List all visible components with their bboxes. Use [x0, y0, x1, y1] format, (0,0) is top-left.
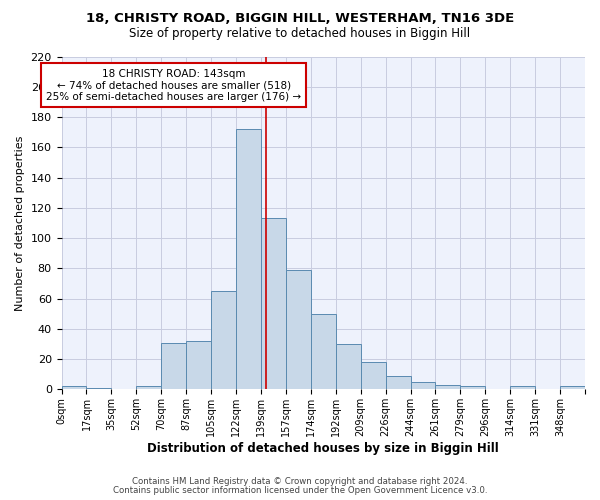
Bar: [311, 314, 336, 390]
Text: Contains public sector information licensed under the Open Government Licence v3: Contains public sector information licen…: [113, 486, 487, 495]
Text: Size of property relative to detached houses in Biggin Hill: Size of property relative to detached ho…: [130, 28, 470, 40]
Text: 18 CHRISTY ROAD: 143sqm
← 74% of detached houses are smaller (518)
25% of semi-d: 18 CHRISTY ROAD: 143sqm ← 74% of detache…: [46, 68, 301, 102]
Bar: [86, 388, 112, 390]
Bar: [560, 386, 585, 390]
Bar: [386, 376, 410, 390]
Bar: [286, 270, 311, 390]
Bar: [136, 386, 161, 390]
Bar: [161, 342, 186, 390]
Bar: [460, 386, 485, 390]
Bar: [236, 129, 261, 390]
Bar: [510, 386, 535, 390]
Bar: [361, 362, 386, 390]
X-axis label: Distribution of detached houses by size in Biggin Hill: Distribution of detached houses by size …: [148, 442, 499, 455]
Bar: [62, 386, 86, 390]
Text: Contains HM Land Registry data © Crown copyright and database right 2024.: Contains HM Land Registry data © Crown c…: [132, 477, 468, 486]
Bar: [336, 344, 361, 390]
Bar: [436, 385, 460, 390]
Bar: [211, 291, 236, 390]
Bar: [410, 382, 436, 390]
Y-axis label: Number of detached properties: Number of detached properties: [15, 136, 25, 310]
Bar: [186, 341, 211, 390]
Bar: [261, 218, 286, 390]
Text: 18, CHRISTY ROAD, BIGGIN HILL, WESTERHAM, TN16 3DE: 18, CHRISTY ROAD, BIGGIN HILL, WESTERHAM…: [86, 12, 514, 26]
